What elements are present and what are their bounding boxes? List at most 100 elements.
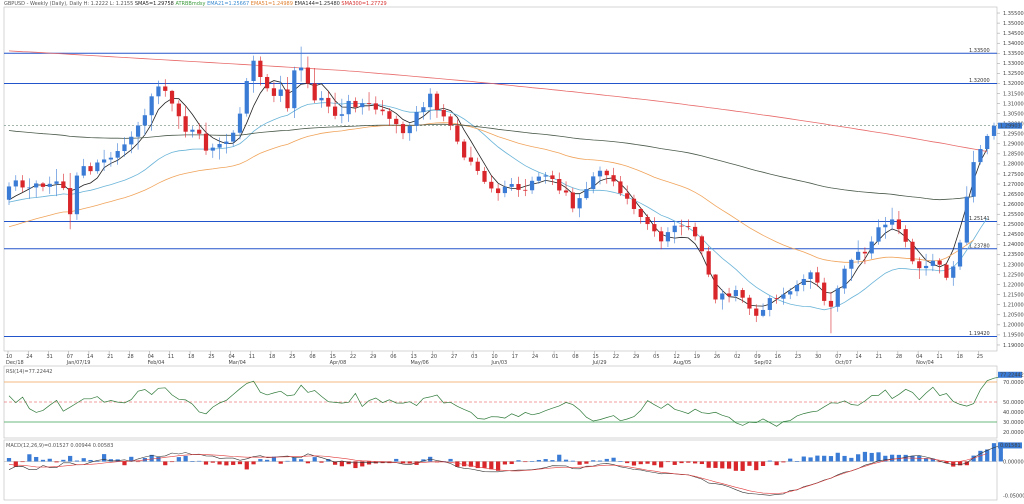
time-tick-label: 11 <box>168 354 174 360</box>
macd-histogram-bar <box>828 456 834 462</box>
price-panel-frame <box>3 6 998 352</box>
candle-body <box>326 97 331 107</box>
candle-body <box>231 132 236 142</box>
candle-body <box>529 180 535 191</box>
candle-body <box>434 93 440 110</box>
macd-histogram-bar <box>686 461 691 463</box>
candle-body <box>889 219 895 225</box>
macd-title: MACD(12,26,9)=0.01527 0.00944 0.00583 <box>6 443 113 449</box>
candle-body <box>957 242 963 267</box>
time-tick-label: 08 <box>309 354 315 360</box>
macd-histogram-bar <box>271 456 277 462</box>
macd-histogram-bar <box>217 461 222 465</box>
rsi-value-label: 77.22442 <box>1000 373 1024 379</box>
candle-body <box>584 189 589 199</box>
price-tick-label: 1.26000 <box>1003 202 1024 208</box>
macd-histogram-bar <box>448 458 453 462</box>
price-tick-label: 1.19000 <box>1003 343 1024 349</box>
candle-body <box>645 217 650 225</box>
time-tick-label: 18 <box>188 354 194 360</box>
candle-body <box>679 225 684 227</box>
time-tick-label: 25 <box>289 354 295 360</box>
candle-body <box>332 106 338 116</box>
time-tick-label: 21 <box>876 354 882 360</box>
price-tick-label: 1.23500 <box>1003 252 1024 258</box>
time-tick-label: 25 <box>208 354 214 360</box>
time-tick-label: 22 <box>613 354 619 360</box>
macd-histogram-bar <box>360 461 365 467</box>
candle-body <box>224 141 229 144</box>
time-tick-label: 26 <box>714 354 720 360</box>
candle-body <box>563 190 569 193</box>
time-tick-label: 29 <box>370 354 376 360</box>
macd-histogram-bar <box>726 461 732 469</box>
candle-body <box>101 159 107 163</box>
candle-body <box>951 266 956 278</box>
macd-histogram-bar <box>6 458 12 462</box>
candle-body <box>726 293 732 297</box>
candle-body <box>903 229 908 242</box>
candle-body <box>944 264 949 278</box>
candle-body <box>937 260 942 265</box>
candle-body <box>34 183 39 188</box>
macd-histogram-bar <box>54 461 59 463</box>
price-tick-label: 1.31000 <box>1003 101 1024 107</box>
price-tick-label: 1.22000 <box>1003 282 1024 288</box>
macd-value-badge <box>998 442 1022 449</box>
time-month-label: Aug/05 <box>673 360 691 366</box>
time-tick-label: 23 <box>795 354 801 360</box>
macd-histogram-bar <box>557 454 562 462</box>
macd-histogram-bar <box>495 461 501 471</box>
candle-body <box>312 83 317 101</box>
macd-histogram-bar <box>502 461 508 465</box>
time-tick-label: 05 <box>653 354 659 360</box>
candle-body <box>747 297 752 309</box>
candle-body <box>482 170 487 182</box>
header-sma5: SMA5=1.29758 <box>134 1 174 7</box>
macd-histogram-bar <box>659 461 664 468</box>
macd-histogram-bar <box>679 461 684 464</box>
time-tick-label: 24 <box>26 354 32 360</box>
macd-histogram-bar <box>991 443 997 462</box>
price-tick-label: 1.29000 <box>1003 142 1024 148</box>
macd-histogram-bar <box>584 461 589 464</box>
candle-body <box>305 67 311 84</box>
candle-body <box>985 135 990 150</box>
macd-histogram-bar <box>285 460 290 462</box>
macd-histogram-bar <box>489 461 494 470</box>
rsi-value-badge <box>998 371 1022 378</box>
candle-body <box>298 67 304 71</box>
macd-histogram-bar <box>835 452 840 462</box>
candle-body <box>930 260 935 266</box>
support-resistance-label: 1.23780 <box>969 243 990 249</box>
candle-body <box>115 151 120 158</box>
macd-histogram-bar <box>706 461 711 468</box>
macd-histogram-bar <box>251 461 256 465</box>
candle-body <box>822 282 827 301</box>
time-month-label: Nov/04 <box>916 360 934 366</box>
macd-histogram-bar <box>957 461 963 466</box>
macd-histogram-bar <box>699 461 705 465</box>
candle-body <box>917 261 922 269</box>
candle-body <box>862 251 868 254</box>
macd-histogram-bar <box>326 459 331 462</box>
time-month-label: Dec/18 <box>6 360 24 366</box>
macd-histogram-bar <box>611 457 616 462</box>
macd-histogram-bar <box>951 461 956 467</box>
macd-histogram-bar <box>47 458 52 462</box>
macd-histogram-bar <box>40 459 46 462</box>
macd-histogram-bar <box>509 461 514 465</box>
candle-body <box>448 116 453 126</box>
candle-body <box>237 113 243 133</box>
macd-histogram-bar <box>468 461 474 467</box>
macd-histogram-bar <box>930 458 935 462</box>
support-resistance-label: 1.32000 <box>969 78 990 84</box>
rsi-tick-label: 20.00000 <box>1003 430 1024 436</box>
macd-histogram-bar <box>68 455 73 462</box>
price-tick-label: 1.19500 <box>1003 333 1024 339</box>
time-tick-label: 14 <box>87 354 93 360</box>
time-month-label: Feb/04 <box>148 360 165 366</box>
time-tick-label: 22 <box>350 354 356 360</box>
macd-histogram-bar <box>883 455 888 462</box>
candle-body <box>387 111 392 119</box>
